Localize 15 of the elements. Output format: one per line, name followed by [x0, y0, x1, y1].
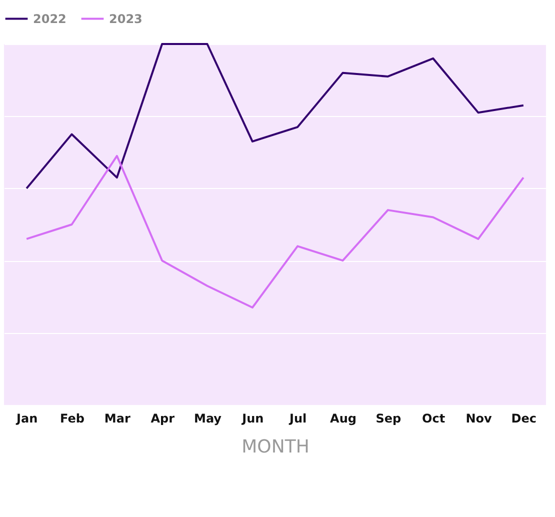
x-tick-label: Aug	[330, 412, 356, 426]
legend-label: 2022	[33, 12, 66, 26]
x-tick-label: Feb	[60, 412, 85, 426]
x-axis-title: MONTH	[242, 436, 310, 458]
x-tick-label: Apr	[150, 412, 175, 426]
legend-label: 2023	[109, 12, 142, 26]
x-tick-label: May	[194, 412, 222, 426]
x-tick-label: Nov	[466, 412, 492, 426]
x-tick-label: Jun	[241, 412, 264, 426]
x-tick-label: Sep	[376, 412, 402, 426]
x-tick-label: Jul	[288, 412, 307, 426]
x-tick-label: Dec	[511, 412, 537, 426]
x-tick-label: Jan	[16, 412, 38, 426]
x-tick-label: Mar	[104, 412, 130, 426]
x-tick-label: Oct	[422, 412, 446, 426]
